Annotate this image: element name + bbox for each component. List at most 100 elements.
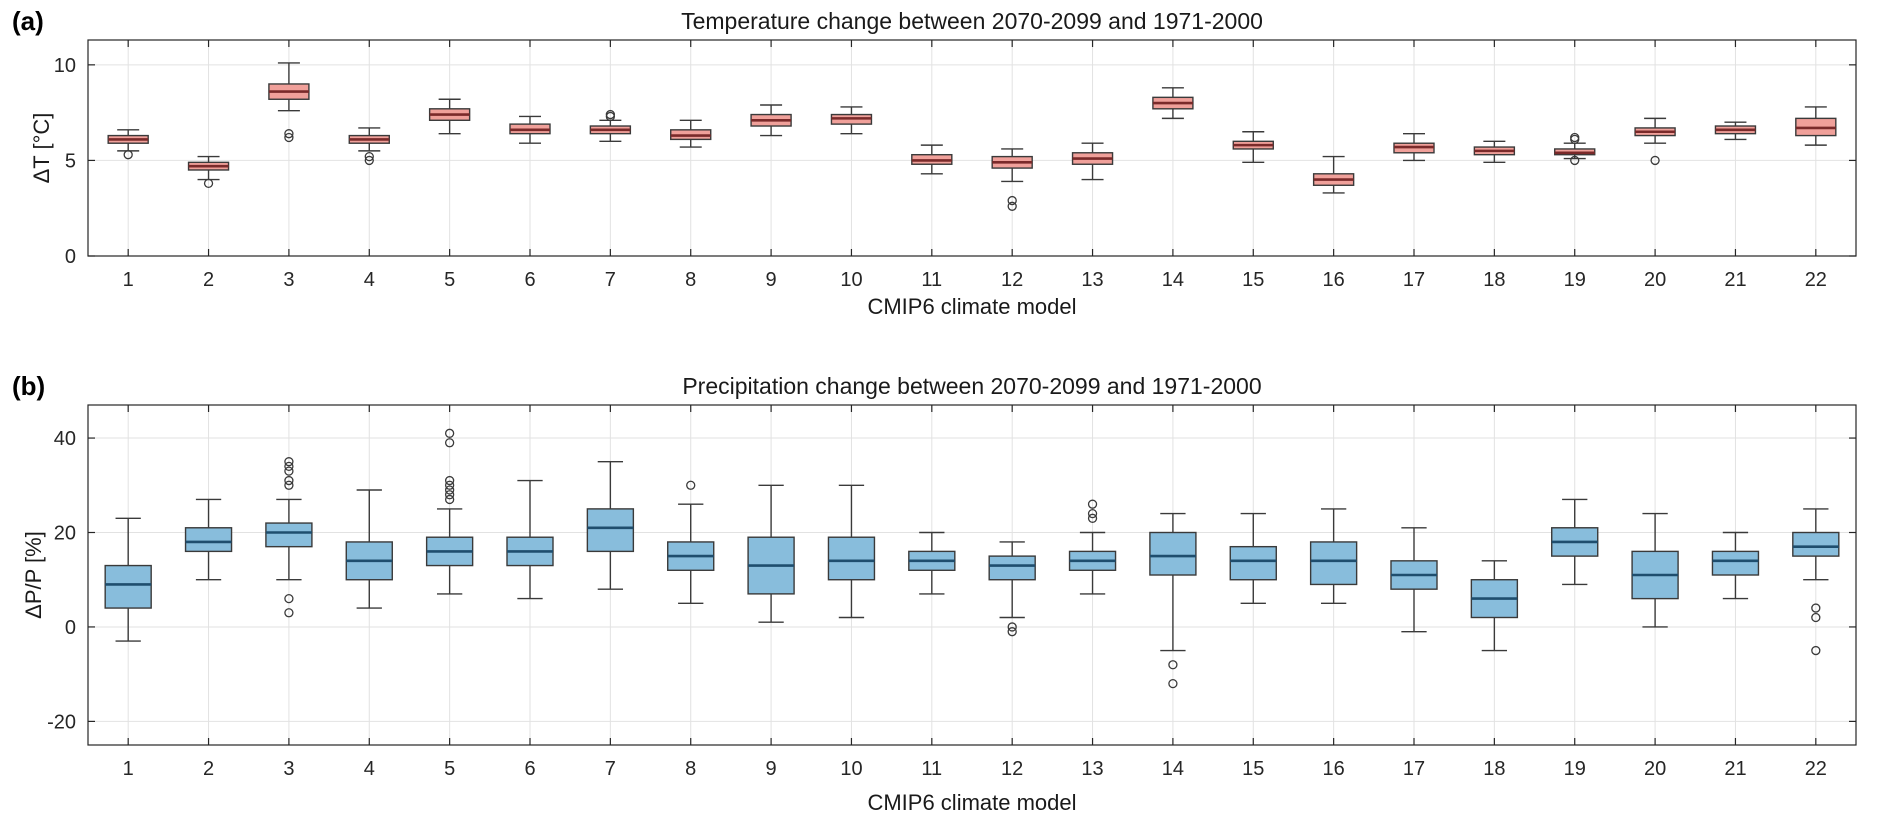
outlier-point (1007, 195, 1017, 206)
outlier-point (1168, 660, 1178, 670)
outlier-point (686, 480, 696, 490)
x-tick-label: 20 (1644, 269, 1666, 291)
boxplot-model-2 (184, 498, 233, 581)
x-tick-label: 22 (1805, 269, 1827, 291)
outlier-point (284, 132, 294, 143)
x-tick-label: 8 (685, 758, 696, 780)
x-tick-label: 9 (766, 269, 777, 291)
x-tick-label: 1 (123, 269, 134, 291)
boxplot-model-19 (1551, 498, 1599, 586)
outlier-point (284, 593, 294, 604)
boxplot-model-3 (268, 62, 310, 143)
outlier-point (1007, 201, 1017, 211)
outlier-point (1811, 645, 1821, 656)
boxplot-model-13 (1071, 142, 1114, 181)
boxplot-model-6 (509, 115, 551, 144)
boxplot-model-22 (1792, 508, 1840, 656)
boxplot-model-1 (104, 517, 152, 642)
x-tick-label: 15 (1242, 758, 1264, 780)
outlier-point (1087, 513, 1098, 523)
outlier-point (284, 480, 294, 490)
x-tick-label: 11 (921, 758, 942, 780)
outlier-point (364, 151, 374, 162)
box-iqr (586, 508, 635, 553)
panel-a-title: Temperature change between 2070-2099 and… (681, 8, 1263, 34)
x-tick-label: 6 (524, 269, 535, 291)
x-tick-label: 18 (1483, 758, 1505, 780)
y-tick-label: 40 (54, 428, 76, 450)
outlier-point (444, 428, 455, 438)
x-tick-label: 3 (283, 758, 294, 780)
boxplot-model-5 (428, 98, 471, 135)
outlier-point (1087, 508, 1098, 519)
boxplot-model-21 (1714, 121, 1757, 141)
x-tick-label: 20 (1644, 758, 1666, 780)
boxplot-model-15 (1229, 512, 1277, 605)
outlier-point (1007, 627, 1017, 637)
boxplot-model-17 (1393, 132, 1435, 162)
boxplot-model-3 (265, 457, 313, 618)
x-tick-label: 14 (1162, 758, 1184, 780)
boxplot-model-10 (830, 106, 873, 135)
box-iqr (827, 536, 876, 581)
y-tick-label: 0 (65, 617, 76, 639)
x-tick-label: 3 (283, 269, 294, 291)
x-tick-label: 8 (685, 269, 696, 291)
boxplot-model-21 (1711, 531, 1760, 600)
x-tick-label: 10 (840, 269, 862, 291)
outlier-point (284, 461, 294, 472)
x-tick-label: 5 (444, 758, 455, 780)
box-iqr (1229, 545, 1277, 581)
boxplot-model-9 (747, 484, 795, 623)
axes-frame (87, 404, 1857, 746)
y-tick-label: 0 (65, 246, 76, 268)
panel-b-xlabel: CMIP6 climate model (867, 790, 1077, 815)
x-tick-label: 14 (1162, 269, 1184, 291)
box-iqr (1309, 541, 1358, 586)
box-iqr (104, 564, 152, 609)
x-tick-label: 13 (1081, 269, 1103, 291)
outlier-point (1007, 622, 1017, 632)
x-tick-label: 21 (1724, 269, 1746, 291)
boxplot-model-12 (988, 541, 1036, 637)
outlier-point (444, 475, 455, 486)
x-tick-label: 22 (1805, 758, 1827, 780)
panel-b-title: Precipitation change between 2070-2099 a… (682, 373, 1262, 399)
boxplot-model-7 (586, 460, 635, 590)
boxplot-model-14 (1152, 87, 1194, 120)
boxplot-model-5 (425, 428, 474, 595)
boxplot-model-7 (589, 109, 632, 143)
x-tick-label: 16 (1323, 269, 1345, 291)
outlier-point (123, 150, 133, 160)
outlier-point (444, 490, 455, 500)
box-iqr (1711, 550, 1760, 576)
outlier-point (284, 475, 294, 486)
x-tick-label: 9 (766, 758, 777, 780)
x-tick-label: 2 (203, 269, 214, 291)
boxplot-model-4 (348, 127, 390, 166)
y-tick-label: 10 (54, 55, 76, 77)
box-iqr (265, 522, 313, 548)
x-tick-label: 17 (1403, 269, 1425, 291)
x-tick-label: 11 (921, 269, 942, 291)
boxplot-model-13 (1068, 499, 1117, 595)
x-tick-label: 12 (1001, 758, 1023, 780)
outlier-point (284, 457, 294, 467)
boxplot-model-6 (506, 479, 554, 600)
x-tick-label: 19 (1564, 269, 1586, 291)
boxplot-model-10 (827, 484, 876, 619)
outlier-point (1570, 132, 1580, 143)
boxplot-model-8 (670, 119, 712, 148)
panel-b-label: (b) (12, 371, 46, 401)
boxplot-model-4 (345, 489, 393, 609)
outlier-point (1570, 155, 1580, 166)
box-iqr (184, 527, 233, 553)
boxplot-model-11 (911, 144, 953, 175)
outlier-point (1811, 603, 1821, 613)
boxplot-model-22 (1795, 106, 1837, 146)
x-tick-label: 7 (605, 758, 616, 780)
boxplot-model-19 (1554, 132, 1596, 166)
x-tick-label: 16 (1323, 758, 1345, 780)
x-tick-label: 19 (1564, 758, 1586, 780)
